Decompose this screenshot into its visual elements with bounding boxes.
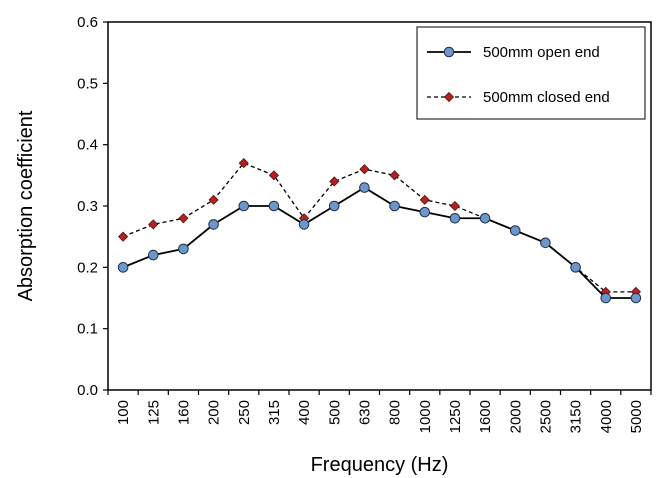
y-tick-label: 0.3 — [77, 198, 98, 215]
legend: 500mm open end 500mm closed end — [416, 26, 646, 120]
data-point-open-end — [208, 219, 219, 230]
x-tick-label: 315 — [266, 400, 283, 425]
x-tick-label: 2500 — [537, 400, 554, 433]
x-tick-label: 1000 — [417, 400, 434, 433]
data-point-open-end — [570, 262, 581, 273]
x-tick-label: 4000 — [598, 400, 615, 433]
series-line-closed-end — [122, 162, 636, 293]
series-open-end — [117, 182, 642, 304]
series-layer — [117, 158, 642, 304]
y-tick-label: 0.6 — [77, 14, 98, 31]
x-axis-title: Frequency (Hz) — [311, 454, 449, 476]
data-point-open-end — [328, 200, 340, 212]
y-tick-label: 0.1 — [77, 321, 98, 338]
data-point-closed-end — [208, 194, 219, 205]
data-point-open-end — [479, 212, 491, 224]
series-closed-end — [118, 158, 641, 297]
legend-label-open-end: 500mm open end — [483, 44, 600, 61]
data-point-closed-end — [118, 231, 129, 242]
series-line-open-end — [122, 186, 636, 299]
legend-entry-open-end: 500mm open end — [427, 44, 600, 61]
y-tick-label: 0.0 — [77, 382, 98, 399]
y-tick-label: 0.4 — [77, 137, 98, 154]
data-point-open-end — [147, 249, 159, 261]
x-tick-label: 5000 — [628, 400, 645, 433]
x-tick-label: 1250 — [447, 400, 464, 433]
data-point-open-end — [600, 292, 612, 304]
x-tick-label: 200 — [206, 400, 223, 425]
y-axis-title: Absorption coefficient — [15, 110, 37, 301]
legend-box — [416, 26, 646, 120]
data-point-closed-end — [148, 219, 159, 230]
x-tick-label: 160 — [175, 400, 192, 425]
x-tick-label: 800 — [387, 400, 404, 425]
data-point-closed-end — [178, 213, 189, 224]
data-point-open-end — [298, 219, 310, 230]
data-point-open-end — [178, 243, 189, 255]
data-point-open-end — [238, 200, 250, 212]
x-tick-label: 100 — [115, 400, 132, 425]
data-point-open-end — [509, 225, 521, 236]
x-tick-label: 1600 — [477, 400, 494, 433]
data-point-closed-end — [419, 194, 430, 205]
x-tick-label: 125 — [145, 400, 162, 425]
data-point-open-end — [630, 292, 642, 304]
data-point-closed-end — [389, 170, 400, 181]
y-tick-label: 0.2 — [77, 259, 98, 276]
data-point-open-end — [359, 182, 370, 193]
plot-frame — [107, 21, 652, 391]
x-tick-label: 630 — [356, 400, 373, 425]
data-point-open-end — [117, 262, 129, 273]
y-tick-label: 0.5 — [77, 75, 98, 92]
data-point-closed-end — [238, 158, 249, 169]
data-point-open-end — [540, 237, 551, 249]
x-tick-label: 2000 — [507, 400, 524, 433]
y-axis-ticks: 0.0 0.1 0.2 0.3 0.4 0.5 0.6 — [77, 14, 108, 399]
legend-label-closed-end: 500mm closed end — [483, 89, 610, 106]
legend-marker-closed-end — [443, 91, 455, 103]
data-point-open-end — [449, 212, 461, 224]
data-point-closed-end — [268, 170, 279, 181]
x-tick-label: 500 — [326, 400, 343, 425]
data-point-closed-end — [359, 164, 370, 175]
x-tick-label: 400 — [296, 400, 313, 425]
x-axis-ticks: 100 125 160 200 250 315 400 500 630 800 1000 1250 16… — [107, 390, 652, 433]
data-point-open-end — [389, 200, 400, 212]
data-point-open-end — [419, 206, 431, 218]
x-tick-label: 3150 — [568, 400, 585, 433]
data-point-closed-end — [449, 200, 460, 212]
legend-marker-open-end — [443, 46, 455, 58]
x-tick-label: 250 — [236, 400, 253, 425]
data-point-closed-end — [329, 176, 340, 187]
legend-entry-closed-end: 500mm closed end — [427, 89, 610, 106]
data-point-open-end — [268, 200, 280, 212]
